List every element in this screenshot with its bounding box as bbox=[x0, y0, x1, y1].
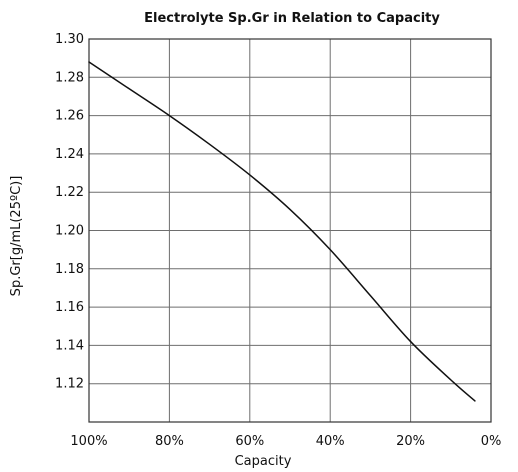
x-axis-ticks: 100% 80% 60% 40% 20% 0% bbox=[70, 434, 501, 449]
plot-frame bbox=[88, 38, 492, 423]
x-tick-label: 100% bbox=[70, 434, 107, 449]
series-line bbox=[88, 61, 476, 402]
y-tick-label: 1.30 bbox=[55, 32, 84, 47]
y-tick-label: 1.16 bbox=[55, 300, 84, 315]
chart-title: Electrolyte Sp.Gr in Relation to Capacit… bbox=[144, 11, 440, 26]
y-tick-label: 1.26 bbox=[55, 109, 84, 124]
x-axis-label: Capacity bbox=[235, 454, 292, 469]
x-tick-label: 80% bbox=[155, 434, 184, 449]
y-tick-label: 1.18 bbox=[55, 262, 84, 277]
grid bbox=[88, 38, 492, 422]
x-tick-label: 40% bbox=[316, 434, 345, 449]
y-tick-label: 1.28 bbox=[55, 70, 84, 85]
x-tick-label: 60% bbox=[235, 434, 264, 449]
x-tick-label: 20% bbox=[396, 434, 425, 449]
y-tick-label: 1.22 bbox=[55, 185, 84, 200]
y-axis-ticks: 1.12 1.14 1.16 1.18 1.20 1.22 1.24 1.26 1.28 1.30 bbox=[55, 32, 84, 392]
y-tick-label: 1.14 bbox=[55, 338, 84, 353]
y-axis-label: Sp.Gr[g/mL(25ºC)] bbox=[9, 176, 24, 297]
y-tick-label: 1.20 bbox=[55, 224, 84, 239]
y-tick-label: 1.12 bbox=[55, 377, 84, 392]
y-tick-label: 1.24 bbox=[55, 147, 84, 162]
x-tick-label: 0% bbox=[481, 434, 502, 449]
